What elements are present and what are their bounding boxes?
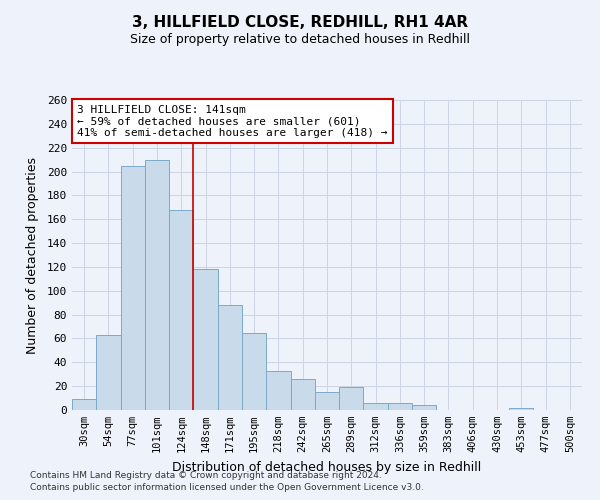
Bar <box>290 379 315 410</box>
Text: 3, HILLFIELD CLOSE, REDHILL, RH1 4AR: 3, HILLFIELD CLOSE, REDHILL, RH1 4AR <box>132 15 468 30</box>
Bar <box>266 370 290 410</box>
Bar <box>121 166 145 410</box>
Bar <box>218 305 242 410</box>
Text: Contains HM Land Registry data © Crown copyright and database right 2024.: Contains HM Land Registry data © Crown c… <box>30 471 382 480</box>
Text: Contains public sector information licensed under the Open Government Licence v3: Contains public sector information licen… <box>30 484 424 492</box>
Bar <box>145 160 169 410</box>
Bar <box>169 210 193 410</box>
Bar <box>339 388 364 410</box>
Bar <box>72 400 96 410</box>
Bar <box>315 392 339 410</box>
Bar <box>509 408 533 410</box>
Y-axis label: Number of detached properties: Number of detached properties <box>26 156 38 354</box>
Bar <box>388 403 412 410</box>
Bar <box>412 405 436 410</box>
Bar <box>242 332 266 410</box>
Bar <box>364 403 388 410</box>
Text: Size of property relative to detached houses in Redhill: Size of property relative to detached ho… <box>130 32 470 46</box>
Bar <box>96 335 121 410</box>
X-axis label: Distribution of detached houses by size in Redhill: Distribution of detached houses by size … <box>172 460 482 473</box>
Bar <box>193 270 218 410</box>
Text: 3 HILLFIELD CLOSE: 141sqm
← 59% of detached houses are smaller (601)
41% of semi: 3 HILLFIELD CLOSE: 141sqm ← 59% of detac… <box>77 104 388 138</box>
